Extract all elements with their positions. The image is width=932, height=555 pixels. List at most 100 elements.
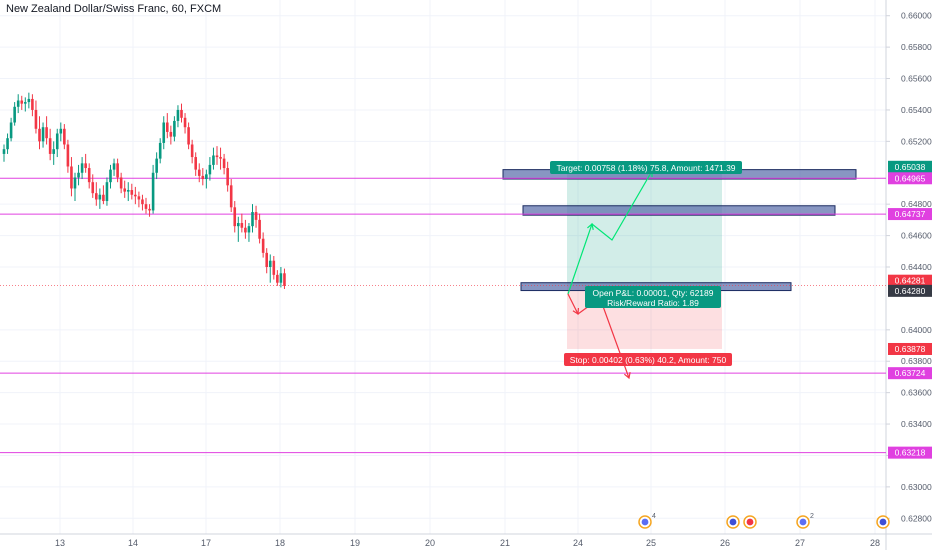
price-label-box [888, 367, 932, 380]
stop-label-text: Stop: 0.00402 (0.63%) 40.2, Amount: 750 [570, 355, 727, 365]
event-marker-count: 2 [810, 513, 814, 520]
time-tick-label: 26 [720, 538, 730, 548]
candle-body [98, 194, 102, 200]
time-tick-label: 14 [128, 538, 138, 548]
time-tick-label: 13 [55, 538, 65, 548]
candle-body [63, 128, 66, 145]
candle-body [95, 193, 98, 200]
price-label-box [888, 274, 932, 287]
price-label-text: 0.64737 [895, 209, 926, 219]
candle-body [158, 142, 162, 159]
candle-body [105, 182, 109, 202]
candle-body [183, 117, 187, 128]
candle-body [20, 100, 24, 104]
event-marker-count: 4 [652, 513, 656, 520]
candle-body [73, 177, 77, 189]
price-label-text: 0.64965 [895, 173, 926, 183]
price-label-box [888, 342, 932, 355]
event-marker-core [641, 518, 649, 526]
candle-body [59, 128, 63, 134]
price-tick-label: 0.63600 [901, 388, 932, 398]
candle-body [187, 127, 190, 145]
candle-body [119, 177, 123, 189]
candle-body [180, 109, 183, 118]
candle-body [66, 144, 70, 167]
zone-rectangle [522, 205, 836, 216]
candle-body [87, 168, 91, 183]
candle-body [247, 226, 251, 233]
event-marker-core [879, 518, 887, 526]
candle-body [226, 168, 229, 186]
candle-body [91, 182, 95, 194]
candle-body [215, 155, 219, 158]
price-label-text: 0.64280 [895, 286, 926, 296]
open-pnl-label-box [585, 286, 721, 308]
candle-body [265, 252, 268, 267]
candle-body [45, 127, 48, 139]
candle-body [38, 128, 41, 142]
candle-body [237, 223, 240, 227]
time-tick-label: 19 [350, 538, 360, 548]
candle-body [6, 138, 9, 150]
price-tick-label: 0.63400 [901, 419, 932, 429]
candle-body [84, 163, 87, 169]
candle-body [268, 260, 272, 267]
price-label-box [888, 160, 932, 173]
event-marker-core [729, 518, 737, 526]
candle-body [261, 238, 265, 253]
price-tick-label: 0.64000 [901, 325, 932, 335]
event-marker-core [746, 518, 754, 526]
candle-body [13, 106, 16, 123]
price-label-box [888, 208, 932, 221]
open-pnl-label-text: Risk/Reward Ratio: 1.89 [607, 298, 699, 308]
candle-body [126, 190, 130, 192]
candle-body [169, 131, 173, 137]
candle-body [77, 172, 80, 178]
candle-body [166, 122, 169, 132]
price-tick-label: 0.65400 [901, 105, 932, 115]
candle-body [55, 133, 59, 150]
candle-body [134, 194, 137, 197]
price-tick-label: 0.65800 [901, 42, 932, 52]
time-tick-label: 18 [275, 538, 285, 548]
candle-body [52, 149, 55, 154]
candle-body [41, 127, 45, 142]
price-tick-label: 0.63000 [901, 482, 932, 492]
price-label-box [888, 446, 932, 459]
time-tick-label: 24 [573, 538, 583, 548]
price-tick-label: 0.66000 [901, 11, 932, 21]
candle-body [176, 109, 180, 121]
time-tick-label: 17 [201, 538, 211, 548]
candle-body [16, 100, 20, 107]
price-tick-label: 0.65600 [901, 74, 932, 84]
candle-body [251, 212, 254, 227]
candle-body [194, 157, 197, 170]
price-tick-label: 0.65200 [901, 136, 932, 146]
candle-body [201, 175, 205, 180]
price-label-text: 0.63724 [895, 368, 926, 378]
candle-body [279, 273, 283, 283]
bullish-projection-arrow [567, 170, 653, 295]
arrow-head [587, 222, 594, 230]
candle-body [212, 155, 215, 165]
candle-body [144, 204, 148, 209]
candle-body [283, 273, 286, 286]
price-label-text: 0.65038 [895, 162, 926, 172]
price-label-box [888, 172, 932, 185]
candle-body [2, 149, 6, 154]
candle-body [233, 207, 237, 227]
stop-label-box [564, 353, 732, 366]
price-label-box [888, 284, 932, 297]
candle-body [155, 158, 158, 173]
price-label-text: 0.64281 [895, 276, 926, 286]
candle-body [258, 219, 261, 239]
candle-body [229, 185, 233, 208]
candle-body [205, 174, 208, 180]
chart-title: New Zealand Dollar/Swiss Franc, 60, FXCM [6, 3, 222, 15]
candle-body [123, 188, 126, 192]
candle-body [48, 138, 52, 154]
time-tick-label: 27 [795, 538, 805, 548]
candle-body [31, 98, 34, 110]
